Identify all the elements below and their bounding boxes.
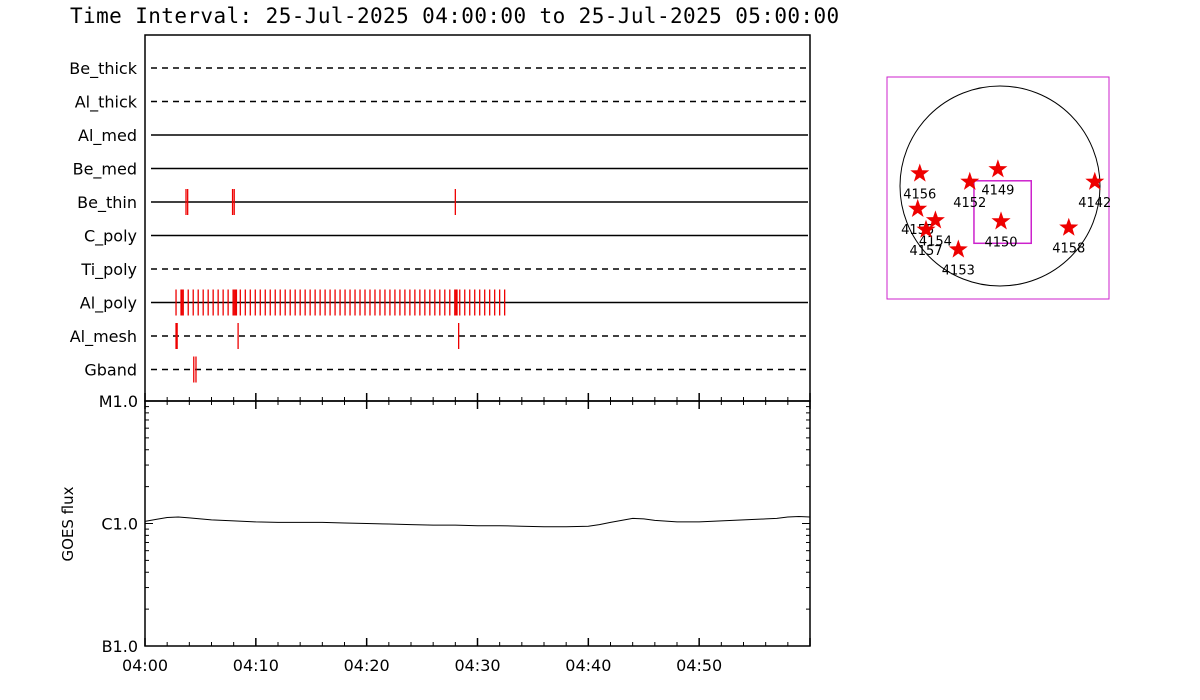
active-region-label: 4157 [909, 244, 942, 259]
row-label: Al_med [78, 126, 137, 146]
active-region-star-icon [1059, 217, 1079, 236]
active-region-star-icon [948, 239, 968, 258]
row-label: Gband [84, 361, 137, 380]
active-region-star-icon [991, 211, 1011, 230]
active-region-label: 4152 [953, 196, 986, 211]
y-tick-label: M1.0 [99, 392, 138, 411]
solar-disk-limb [899, 85, 1101, 287]
active-region-label: 4154 [919, 234, 952, 249]
x-tick-label: 04:00 [122, 656, 168, 675]
y-axis-label: GOES flux [59, 486, 77, 561]
active-region-star-icon [908, 198, 928, 217]
active-region-star-icon [916, 219, 936, 238]
row-label: Al_thick [75, 93, 138, 113]
x-tick-label: 04:10 [233, 656, 279, 675]
active-region-star-icon [910, 163, 930, 182]
x-tick-label: 04:40 [565, 656, 611, 675]
row-label: C_poly [84, 227, 137, 247]
map-frame [886, 76, 1110, 300]
y-tick-label: B1.0 [102, 637, 138, 656]
active-region-label: 4158 [1052, 242, 1085, 257]
row-label: Be_med [73, 160, 137, 180]
active-region-star-icon [1085, 171, 1105, 190]
detector-timeline-panel: Be_thick Al_thick Al_med Be_med Be_thin C_pol… [69, 34, 811, 402]
x-tick-label: 04:20 [344, 656, 390, 675]
row-label: Al_mesh [70, 327, 137, 347]
row-label: Ti_poly [80, 260, 137, 280]
active-region-label: 4149 [981, 183, 1014, 198]
goes-flux-curve [144, 515, 811, 528]
field-of-view-box [973, 180, 1032, 245]
active-region-star-icon [960, 171, 980, 190]
x-tick-label: 04:30 [454, 656, 500, 675]
active-region-star-icon [925, 210, 945, 229]
row-label: Be_thin [77, 193, 137, 213]
row-label: Be_thick [69, 59, 137, 79]
active-region-label: 4156 [903, 188, 936, 203]
chart-title: Time Interval: 25-Jul-2025 04:00:00 to 2… [70, 4, 840, 28]
active-region-star-icon [988, 159, 1008, 178]
row-label: Al_poly [80, 294, 137, 314]
goes-frame [144, 400, 811, 647]
timeline-frame [144, 34, 811, 402]
y-tick-label: C1.0 [101, 515, 138, 534]
active-region-label: 4150 [984, 235, 1017, 250]
goes-flux-panel: 04:00 04:10 04:20 04:30 04:40 04:50 M1.0 C1.0 B1… [59, 392, 811, 675]
x-tick-label: 04:50 [676, 656, 722, 675]
active-region-label: 4153 [942, 264, 975, 279]
active-region-label: 4142 [1078, 196, 1111, 211]
